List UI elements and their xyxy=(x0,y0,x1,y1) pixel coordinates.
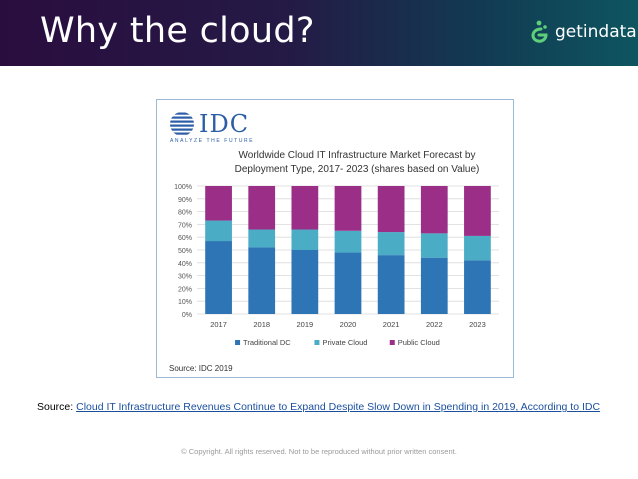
bar-segment xyxy=(291,250,319,314)
bar-segment xyxy=(377,255,405,314)
bar-segment xyxy=(334,252,362,314)
bar-segment xyxy=(205,220,232,242)
y-tick-label: 70% xyxy=(178,222,192,229)
bar-segment xyxy=(205,186,232,221)
bar-segment xyxy=(377,232,405,256)
bar-segment xyxy=(291,186,319,230)
getindata-logo-icon xyxy=(531,20,548,43)
x-tick-label: 2023 xyxy=(469,320,486,329)
logo-name: getindata xyxy=(555,22,637,42)
x-tick-label: 2017 xyxy=(210,320,227,329)
bar-segment xyxy=(420,233,448,258)
bar-segment xyxy=(248,186,276,230)
source-citation: Source: Cloud IT Infrastructure Revenues… xyxy=(37,401,600,413)
bar-segment xyxy=(334,230,362,253)
getindata-logo: getindata xyxy=(527,20,637,44)
bar-segment xyxy=(248,229,276,248)
y-tick-label: 40% xyxy=(178,261,192,268)
stacked-bar-chart: 0% 10% 20% 30% 40% 50% 60% 70% 80% 90% 100% 2017 201… xyxy=(174,184,499,347)
chart-figure: IDC ANALYZE THE FUTURE Worldwide Cloud I… xyxy=(156,99,514,378)
legend-swatch xyxy=(235,340,241,345)
bar-segment xyxy=(334,186,362,231)
y-tick-label: 20% xyxy=(178,286,192,293)
idc-wordmark: IDC xyxy=(199,110,250,138)
chart-title-line-2: Deployment Type, 2017- 2023 (shares base… xyxy=(234,164,480,175)
bar-segment xyxy=(205,241,232,314)
idc-globe-icon xyxy=(170,112,194,135)
source-link[interactable]: Cloud IT Infrastructure Revenues Continu… xyxy=(76,401,601,413)
y-tick-label: 30% xyxy=(178,274,192,281)
bar-segment xyxy=(420,257,448,314)
x-tick-label: 2022 xyxy=(426,320,443,329)
y-tick-label: 50% xyxy=(178,248,192,255)
y-tick-label: 80% xyxy=(178,210,192,217)
x-tick-label: 2019 xyxy=(297,320,314,329)
bar-segment xyxy=(248,247,276,314)
y-tick-label: 60% xyxy=(178,235,192,242)
bar-segment xyxy=(420,186,448,234)
legend-label: Traditional DC xyxy=(243,338,291,347)
copyright-notice: © Copyright. All rights reserved. Not to… xyxy=(181,447,457,456)
source-label: Source: xyxy=(37,401,74,413)
y-tick-label: 100% xyxy=(174,184,192,191)
legend-label: Private Cloud xyxy=(322,338,367,347)
y-tick-label: 90% xyxy=(178,197,192,204)
x-tick-label: 2018 xyxy=(253,320,270,329)
bar-segment xyxy=(291,229,319,250)
slide-title: Why the cloud? xyxy=(40,11,315,51)
chart-title: Worldwide Cloud IT Infrastructure Market… xyxy=(217,149,497,177)
legend-swatch xyxy=(314,340,320,345)
legend-swatch xyxy=(389,340,395,345)
slide-header: Why the cloud? getindata xyxy=(0,0,638,66)
bar-segment xyxy=(464,186,491,236)
chart-title-line-1: Worldwide Cloud IT Infrastructure Market… xyxy=(238,150,476,161)
bar-segment xyxy=(464,235,491,261)
bar-segment xyxy=(377,186,405,233)
y-tick-label: 0% xyxy=(182,312,192,319)
y-tick-label: 10% xyxy=(178,299,192,306)
idc-logo: IDC xyxy=(169,110,249,138)
legend-label: Public Cloud xyxy=(398,338,440,347)
idc-tagline: ANALYZE THE FUTURE xyxy=(170,138,255,144)
bar-segment xyxy=(464,260,491,314)
x-tick-label: 2020 xyxy=(340,320,357,329)
chart-source-note: Source: IDC 2019 xyxy=(169,364,233,373)
x-tick-label: 2021 xyxy=(383,320,400,329)
